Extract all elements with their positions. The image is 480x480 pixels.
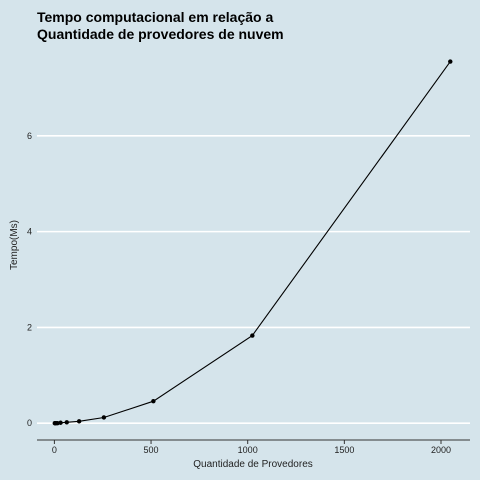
grid-lines bbox=[37, 135, 470, 425]
data-point-5 bbox=[64, 420, 69, 425]
data-series bbox=[52, 59, 453, 426]
x-tick-label-3: 1500 bbox=[334, 445, 354, 455]
data-point-4 bbox=[58, 420, 63, 425]
chart-title-line-1: Tempo computacional em relação a bbox=[37, 9, 274, 25]
data-point-10 bbox=[448, 59, 453, 64]
x-tick-label-2: 1000 bbox=[238, 445, 258, 455]
y-tick-label-1: 2 bbox=[27, 322, 32, 332]
data-point-8 bbox=[151, 399, 156, 404]
x-tick-label-0: 0 bbox=[52, 445, 57, 455]
x-tick-label-1: 500 bbox=[144, 445, 159, 455]
y-tick-label-3: 6 bbox=[27, 131, 32, 141]
y-axis-label: Tempo(Ms) bbox=[9, 220, 20, 270]
data-point-6 bbox=[76, 419, 82, 424]
data-point-9 bbox=[250, 333, 255, 338]
x-tick-label-4: 2000 bbox=[431, 445, 451, 455]
y-tick-label-0: 0 bbox=[27, 418, 32, 428]
y-tick-label-2: 4 bbox=[27, 227, 32, 237]
axes: 0 2 4 6 0 500 1000 1500 2000 bbox=[27, 131, 470, 455]
chart-title-line-2: Quantidade de provedores de nuvem bbox=[37, 26, 284, 42]
series-line bbox=[54, 61, 451, 424]
chart-title: Tempo computacional em relação a Quantid… bbox=[37, 9, 284, 43]
data-point-7 bbox=[101, 415, 107, 420]
x-axis-label: Quantidade de Provedores bbox=[193, 459, 313, 470]
